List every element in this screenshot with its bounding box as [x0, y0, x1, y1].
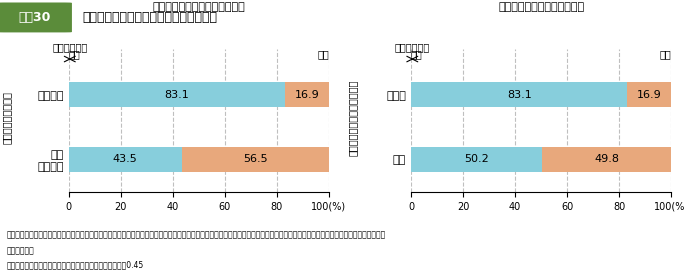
Text: 49.8: 49.8: [594, 155, 619, 164]
Text: 50.2: 50.2: [464, 155, 488, 164]
Text: 将来への希望と自己肯定感などとの関係: 将来への希望と自己肯定感などとの関係: [82, 11, 217, 24]
Text: 「将来への希望」と「自分への満足感」との相関係数　0.45: 「将来への希望」と「自分への満足感」との相関係数 0.45: [7, 260, 144, 269]
Text: ない: ない: [660, 49, 671, 59]
Title: （２）自国の将来像との関係: （２）自国の将来像との関係: [498, 2, 584, 12]
Text: 16.9: 16.9: [295, 90, 319, 100]
Bar: [182, 147, 329, 172]
FancyBboxPatch shape: [0, 2, 72, 32]
Bar: [285, 82, 329, 107]
Bar: [68, 147, 182, 172]
Bar: [542, 147, 671, 172]
Text: （注）「自分への満足感」と「自国の将来像」について，「将来への希望」との関係性の深さ（相関係数）をみると，「自分への満足感」の方が関係が深い（相関係数が高い）こ: （注）「自分への満足感」と「自国の将来像」について，「将来への希望」との関係性の…: [7, 230, 386, 239]
Text: 83.1: 83.1: [164, 90, 189, 100]
Bar: [68, 82, 285, 107]
Text: 将来への希望: 将来への希望: [52, 42, 88, 53]
Bar: [411, 147, 542, 172]
Text: 56.5: 56.5: [243, 155, 268, 164]
Text: 将来への希望: 将来への希望: [395, 42, 430, 53]
Text: ある: ある: [411, 49, 423, 59]
Title: （１）自分への満足感との関係: （１）自分への満足感との関係: [152, 2, 245, 12]
Text: 16.9: 16.9: [637, 90, 662, 100]
Text: 自国の将来は明るいと思うか: 自国の将来は明るいと思うか: [348, 80, 358, 156]
Text: 自分に満足している: 自分に満足している: [2, 92, 12, 144]
Text: ある: ある: [68, 49, 80, 59]
Text: 43.5: 43.5: [113, 155, 138, 164]
Text: 83.1: 83.1: [507, 90, 532, 100]
Text: ない: ない: [317, 49, 329, 59]
Bar: [627, 82, 671, 107]
Bar: [411, 82, 627, 107]
Text: わかる。: わかる。: [7, 247, 35, 256]
Text: 図表30: 図表30: [18, 11, 51, 24]
